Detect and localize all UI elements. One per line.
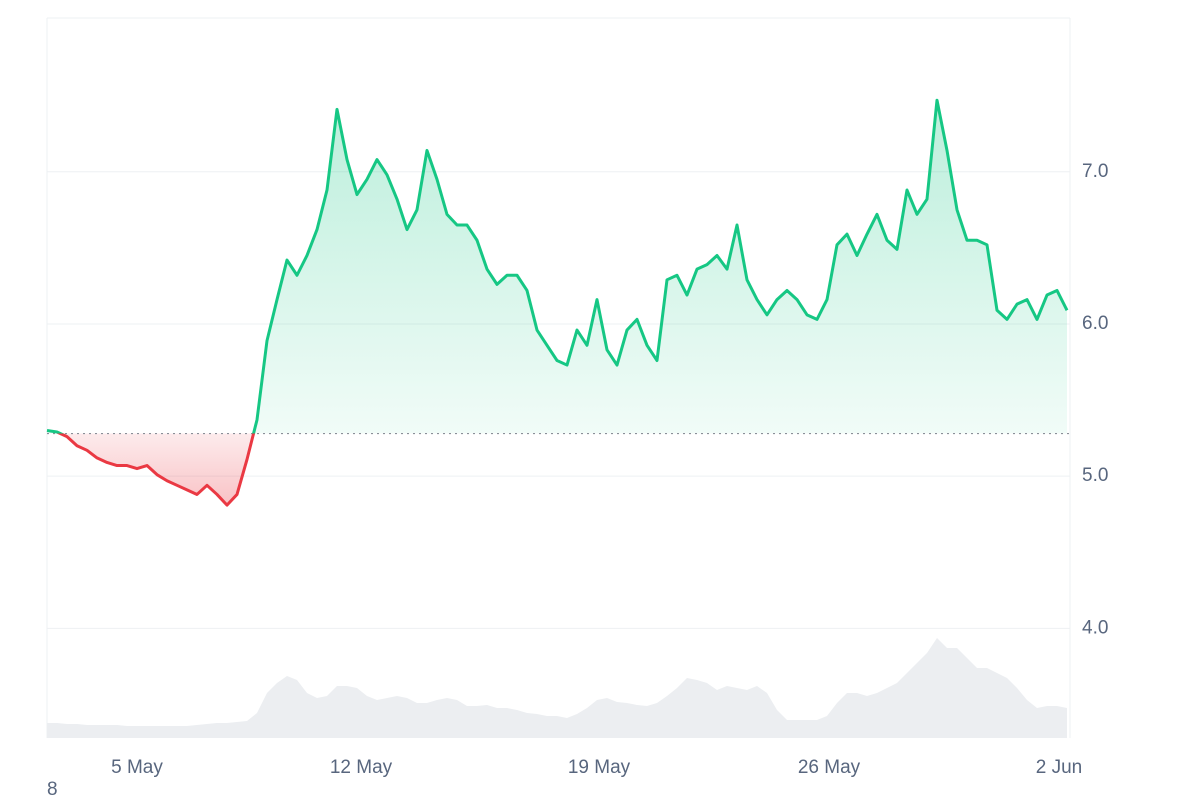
y-tick-label: 6.0 (1082, 313, 1108, 334)
x-tick-label: 12 May (330, 757, 393, 778)
footnote: 8 (47, 779, 58, 800)
x-tick-label: 19 May (568, 757, 631, 778)
volume-area (47, 638, 1067, 738)
price-area (47, 100, 1067, 506)
y-tick-label: 5.0 (1082, 465, 1108, 486)
x-tick-label: 2 Jun (1036, 757, 1082, 778)
x-tick-label: 5 May (111, 757, 163, 778)
x-tick-label: 26 May (798, 757, 861, 778)
price-line (46, 98, 1069, 507)
y-tick-label: 7.0 (1082, 161, 1108, 182)
y-tick-label: 4.0 (1082, 617, 1108, 638)
